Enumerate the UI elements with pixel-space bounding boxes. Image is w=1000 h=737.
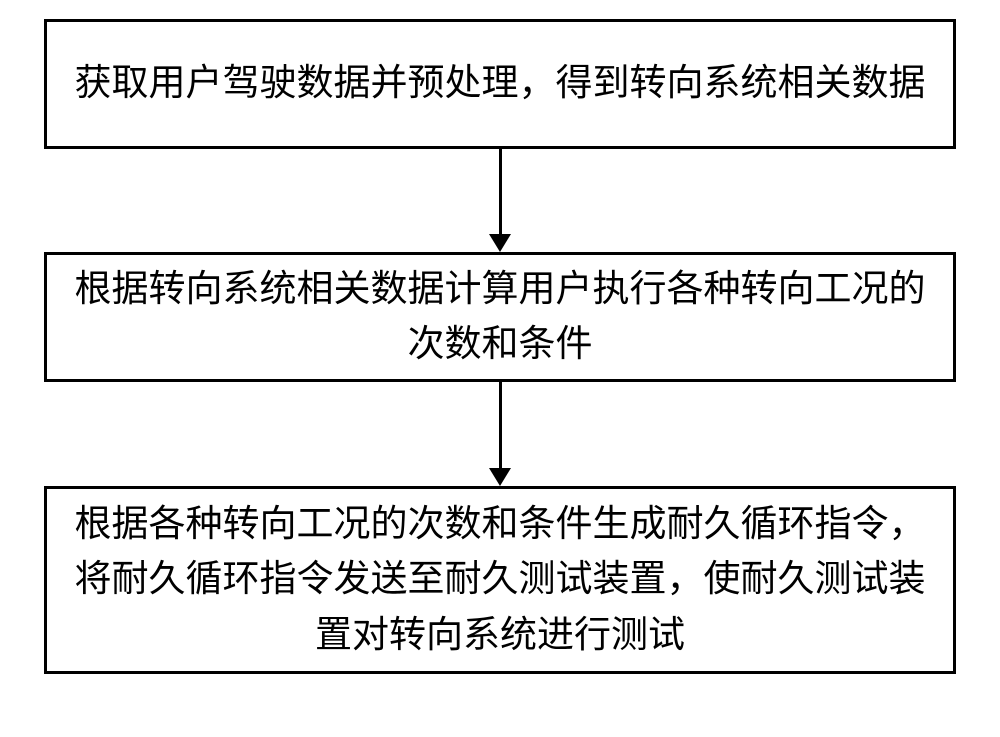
- flowchart-canvas: 获取用户驾驶数据并预处理，得到转向系统相关数据 根据转向系统相关数据计算用户执行…: [0, 0, 1000, 737]
- arrow-2-head: [489, 468, 511, 486]
- flow-step-1: 获取用户驾驶数据并预处理，得到转向系统相关数据: [44, 19, 956, 149]
- arrow-2-line: [499, 382, 502, 468]
- arrow-1-line: [499, 149, 502, 234]
- flow-step-1-text: 获取用户驾驶数据并预处理，得到转向系统相关数据: [75, 56, 926, 112]
- flow-step-3-text: 根据各种转向工况的次数和条件生成耐久循环指令，将耐久循环指令发送至耐久测试装置，…: [67, 497, 933, 664]
- flow-step-2-text: 根据转向系统相关数据计算用户执行各种转向工况的次数和条件: [67, 262, 933, 373]
- arrow-1-head: [489, 234, 511, 252]
- flow-step-3: 根据各种转向工况的次数和条件生成耐久循环指令，将耐久循环指令发送至耐久测试装置，…: [44, 486, 956, 674]
- flow-step-2: 根据转向系统相关数据计算用户执行各种转向工况的次数和条件: [44, 252, 956, 382]
